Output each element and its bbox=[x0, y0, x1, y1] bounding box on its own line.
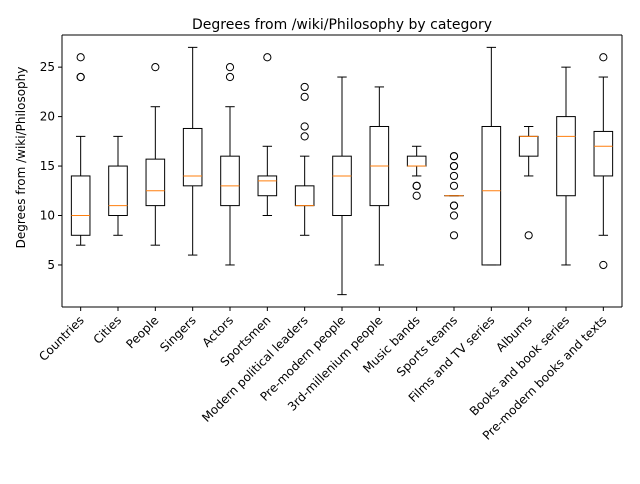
y-tick-label: 15 bbox=[40, 159, 55, 173]
y-axis-label: Degrees from /wiki/Philosophy bbox=[14, 67, 28, 249]
y-tick-label: 10 bbox=[40, 209, 55, 223]
y-tick-label: 20 bbox=[40, 110, 55, 124]
y-tick-label: 25 bbox=[40, 60, 55, 74]
chart-title: Degrees from /wiki/Philosophy by categor… bbox=[192, 17, 492, 33]
y-tick-label: 5 bbox=[47, 258, 55, 272]
